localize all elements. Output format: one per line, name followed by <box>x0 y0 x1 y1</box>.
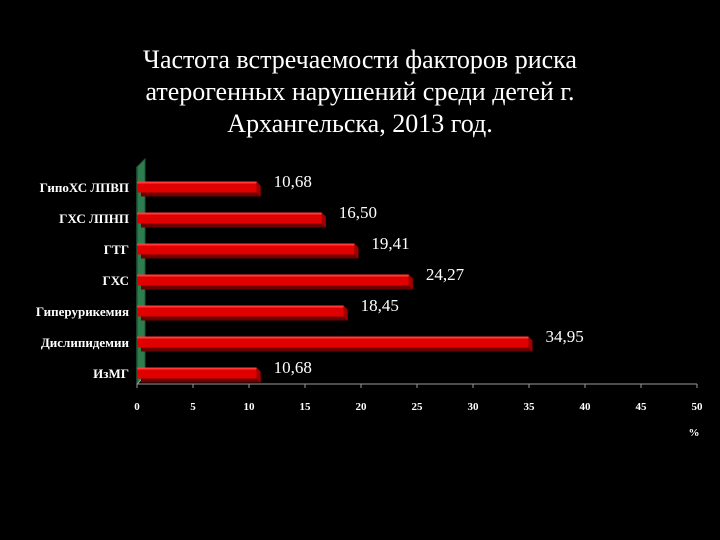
x-tick-label: 5 <box>190 401 196 413</box>
chart-title: Частота встречаемости факторов риска ате… <box>60 44 660 140</box>
bar-end-cap <box>408 274 413 290</box>
bar-end-cap <box>354 243 359 259</box>
x-tick-label: 45 <box>636 401 648 413</box>
bar-highlight <box>137 367 257 370</box>
x-axis: 0 5 10 15 20 25 30 35 40 45 50% <box>134 375 704 439</box>
chart-title-line-3: Архангельска, 2013 год. <box>227 109 493 138</box>
x-tick-label: 15 <box>300 401 312 413</box>
bar <box>137 336 533 352</box>
x-tick-label: 40 <box>580 401 592 413</box>
bar-face <box>137 336 529 348</box>
bars <box>137 181 533 383</box>
x-tick-label: 25 <box>412 401 424 413</box>
x-tick-label: 20 <box>356 401 368 413</box>
bar-end-cap <box>343 305 348 321</box>
bar <box>137 181 261 197</box>
bar-highlight <box>137 212 322 215</box>
category-label: Дислипидемии <box>41 335 130 350</box>
bar-face <box>137 274 409 286</box>
bar-highlight <box>137 305 344 308</box>
category-label: ГХС <box>102 273 129 288</box>
bar-face <box>137 243 355 255</box>
category-label: ГипоХС ЛПВП <box>40 180 129 195</box>
category-label: Гиперурикемия <box>36 304 129 319</box>
chart-title-line-1: Частота встречаемости факторов риска <box>143 45 577 74</box>
x-tick-label: 50 <box>692 401 704 413</box>
bar-end-cap <box>256 367 261 383</box>
bar-end-cap <box>256 181 261 197</box>
labels: ГипоХС ЛПВП 10,68 ГХС ЛПНП 16,50 ГТГ 19,41 ГХС… <box>36 172 584 381</box>
bar-face <box>137 305 344 317</box>
bar-end-cap <box>528 336 533 352</box>
value-label: 10,68 <box>274 358 312 377</box>
bar <box>137 367 261 383</box>
x-tick-label: 0 <box>134 401 140 413</box>
value-label: 34,95 <box>545 327 583 346</box>
bar <box>137 305 348 321</box>
bar-end-cap <box>321 212 326 228</box>
bar <box>137 274 413 290</box>
bar-highlight <box>137 181 257 184</box>
bar-face <box>137 212 322 224</box>
x-tick-label: 10 <box>244 401 256 413</box>
bar <box>137 212 326 228</box>
value-label: 18,45 <box>361 296 399 315</box>
x-unit-label: % <box>689 427 700 439</box>
x-tick-label: 30 <box>468 401 480 413</box>
bar-highlight <box>137 243 355 246</box>
value-label: 24,27 <box>426 265 465 284</box>
value-label: 16,50 <box>339 203 377 222</box>
category-label: ГХС ЛПНП <box>59 211 129 226</box>
bar-face <box>137 181 257 193</box>
category-label: ИзМГ <box>93 366 129 381</box>
value-label: 19,41 <box>371 234 409 253</box>
bar <box>137 243 359 259</box>
value-label: 10,68 <box>274 172 312 191</box>
x-tick-label: 35 <box>524 401 536 413</box>
bar-highlight <box>137 336 529 339</box>
bar-highlight <box>137 274 409 277</box>
chart-title-line-2: атерогенных нарушений среди детей г. <box>145 77 575 106</box>
category-label: ГТГ <box>104 242 129 257</box>
bar-face <box>137 367 257 379</box>
